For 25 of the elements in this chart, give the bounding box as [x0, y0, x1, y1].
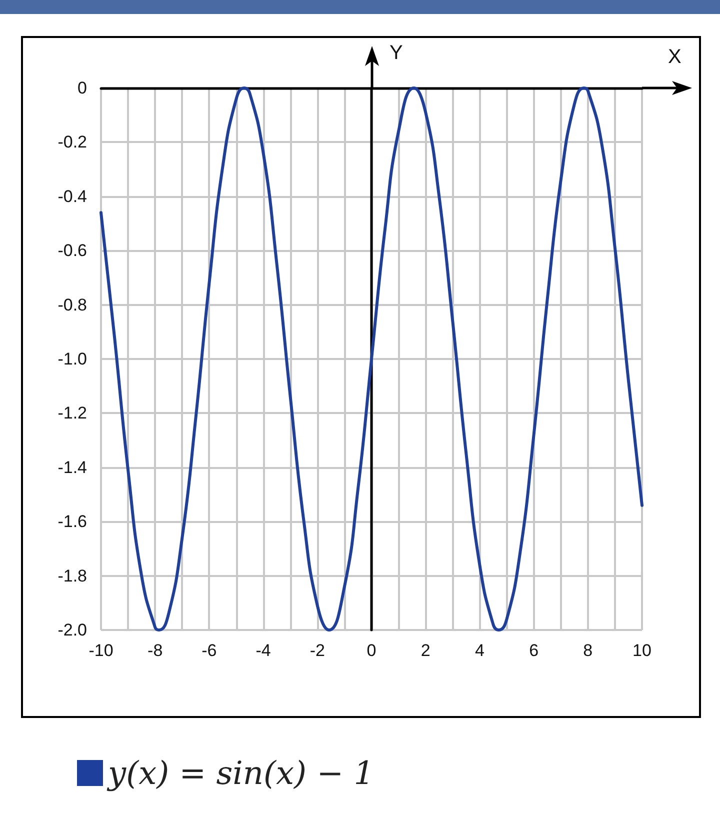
y-tick-label: -0.8 — [58, 295, 87, 314]
x-tick-label: -10 — [88, 641, 114, 660]
y-tick-label: -0.4 — [58, 186, 87, 206]
y-tick-label: 0 — [78, 78, 87, 98]
x-tick-label: 2 — [420, 641, 430, 660]
y-axis-title: Y — [390, 42, 403, 64]
y-tick-label: -1.8 — [58, 566, 87, 586]
y-tick-label: -1.6 — [58, 512, 87, 532]
x-tick-label: -4 — [256, 641, 271, 660]
y-tick-label: -2.0 — [58, 620, 87, 640]
x-tick-label: -6 — [202, 641, 217, 660]
x-tick-label: 8 — [583, 641, 593, 660]
legend-label: y(x) = sin(x) − 1 — [106, 754, 374, 792]
x-tick-label: -8 — [148, 641, 163, 660]
y-tick-label: -1.4 — [58, 458, 87, 477]
x-axis-title: X — [668, 46, 682, 68]
y-tick-label: -1.2 — [58, 404, 87, 423]
x-tick-label: 6 — [529, 641, 539, 660]
y-tick-label: -0.2 — [58, 132, 87, 152]
x-tick-label: 0 — [366, 641, 376, 660]
x-tick-label: 4 — [474, 641, 484, 660]
y-tick-label: -0.6 — [58, 241, 87, 260]
x-tick-label: -2 — [310, 641, 325, 660]
y-tick-label: -1.0 — [58, 350, 87, 368]
x-tick-label: 10 — [632, 641, 652, 660]
